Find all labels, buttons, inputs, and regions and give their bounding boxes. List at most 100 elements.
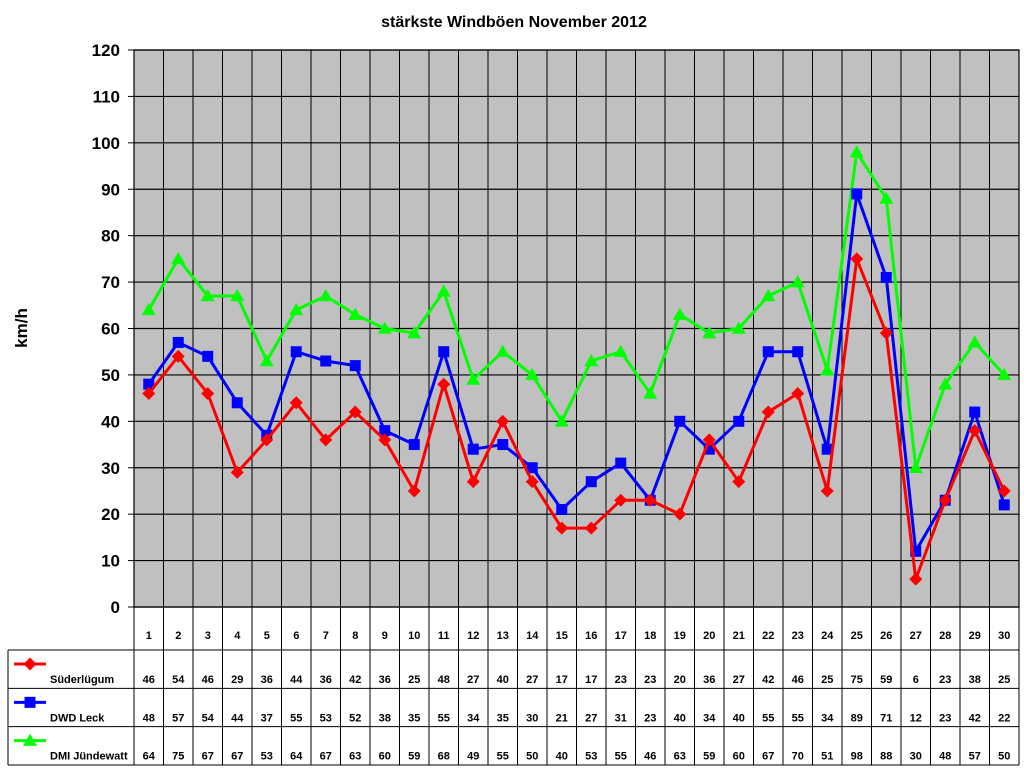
data-point xyxy=(643,493,657,507)
data-point xyxy=(202,350,214,362)
x-tick-label: 21 xyxy=(733,630,745,642)
x-tick-label: 6 xyxy=(293,630,299,642)
x-tick-label: 25 xyxy=(851,630,863,642)
data-point xyxy=(141,302,156,316)
data-point xyxy=(702,433,716,447)
data-label: 22 xyxy=(998,712,1010,724)
series-line xyxy=(147,192,1006,553)
data-label: 31 xyxy=(615,712,627,724)
legend-label: Süderlügum xyxy=(50,674,114,686)
data-label: 53 xyxy=(320,712,332,724)
x-tick-label: 20 xyxy=(703,630,715,642)
data-point xyxy=(821,443,833,455)
data-label: 30 xyxy=(526,712,538,724)
data-point xyxy=(968,424,982,438)
data-label: 34 xyxy=(821,712,834,724)
data-label: 36 xyxy=(320,674,332,686)
data-label: 48 xyxy=(939,751,951,763)
x-tick-label: 14 xyxy=(526,630,539,642)
data-point xyxy=(143,378,155,390)
data-point xyxy=(348,307,363,320)
data-point xyxy=(910,545,922,557)
data-point xyxy=(497,439,509,451)
data-label: 36 xyxy=(379,674,391,686)
data-label: 27 xyxy=(733,674,745,686)
data-point xyxy=(614,493,628,507)
data-label: 55 xyxy=(762,712,774,724)
data-label: 25 xyxy=(998,674,1010,686)
data-point xyxy=(495,344,510,357)
data-label: 54 xyxy=(202,712,215,724)
data-label: 23 xyxy=(615,674,627,686)
x-tick-label: 30 xyxy=(998,630,1010,642)
data-label: 67 xyxy=(762,751,774,763)
data-point xyxy=(849,145,864,158)
x-tick-label: 19 xyxy=(674,630,686,642)
x-tick-label: 13 xyxy=(497,630,509,642)
data-label: 40 xyxy=(674,712,686,724)
data-point xyxy=(259,353,274,367)
data-label: 21 xyxy=(556,712,568,724)
data-point xyxy=(850,252,864,266)
data-label: 59 xyxy=(408,751,420,763)
y-axis-ticks: 0 10 20 30 40 50 60 70 80 90 100 110 120 xyxy=(92,41,134,617)
data-point xyxy=(379,425,391,437)
data-label: 35 xyxy=(408,712,420,724)
chart-title: stärkste Windböen November 2012 xyxy=(381,14,647,31)
data-point xyxy=(437,377,451,391)
data-label: 34 xyxy=(467,712,480,724)
x-tick-label: 17 xyxy=(615,630,627,642)
data-label: 57 xyxy=(172,712,184,724)
data-label: 68 xyxy=(438,751,450,763)
data-point xyxy=(674,415,686,427)
data-point xyxy=(673,507,687,521)
data-point xyxy=(408,439,420,451)
data-label: 35 xyxy=(497,712,509,724)
data-label: 27 xyxy=(585,712,597,724)
data-label: 46 xyxy=(644,751,656,763)
x-tick-label: 23 xyxy=(792,630,804,642)
data-label: 71 xyxy=(880,712,892,724)
data-point xyxy=(643,386,658,399)
data-point xyxy=(702,326,717,339)
data-point xyxy=(998,499,1010,511)
data-point xyxy=(820,484,834,498)
data-point xyxy=(172,336,184,348)
data-label: 48 xyxy=(438,674,450,686)
data-label: 40 xyxy=(733,712,745,724)
x-tick-label: 16 xyxy=(585,630,597,642)
x-tick-label: 9 xyxy=(382,630,388,642)
y-axis-label: km/h xyxy=(12,308,31,348)
data-label: 51 xyxy=(821,751,833,763)
data-label: 40 xyxy=(556,751,568,763)
data-point xyxy=(348,405,362,419)
data-point xyxy=(171,251,186,265)
data-label: 20 xyxy=(674,674,686,686)
data-point xyxy=(733,415,745,427)
data-label: 60 xyxy=(379,751,391,763)
data-point xyxy=(761,405,775,419)
data-label: 57 xyxy=(969,751,981,763)
data-point xyxy=(672,307,687,320)
x-tick-label: 26 xyxy=(880,630,892,642)
data-label: 88 xyxy=(880,751,892,763)
x-tick-label: 5 xyxy=(264,630,270,642)
data-label: 75 xyxy=(172,751,184,763)
data-label: 50 xyxy=(998,751,1010,763)
legend-label: DMI Jündewatt xyxy=(50,751,128,763)
data-label: 60 xyxy=(733,751,745,763)
data-point xyxy=(466,372,481,385)
x-tick-label: 1 xyxy=(146,630,152,642)
data-label: 55 xyxy=(497,751,509,763)
data-point xyxy=(879,326,893,340)
y-tick-label: 120 xyxy=(92,41,120,60)
data-label: 37 xyxy=(261,712,273,724)
data-point xyxy=(997,367,1012,381)
data-label: 70 xyxy=(792,751,804,763)
data-point xyxy=(908,460,923,473)
data-label: 75 xyxy=(851,674,863,686)
data-point xyxy=(378,433,392,447)
data-point xyxy=(230,465,244,479)
data-point xyxy=(289,302,304,316)
